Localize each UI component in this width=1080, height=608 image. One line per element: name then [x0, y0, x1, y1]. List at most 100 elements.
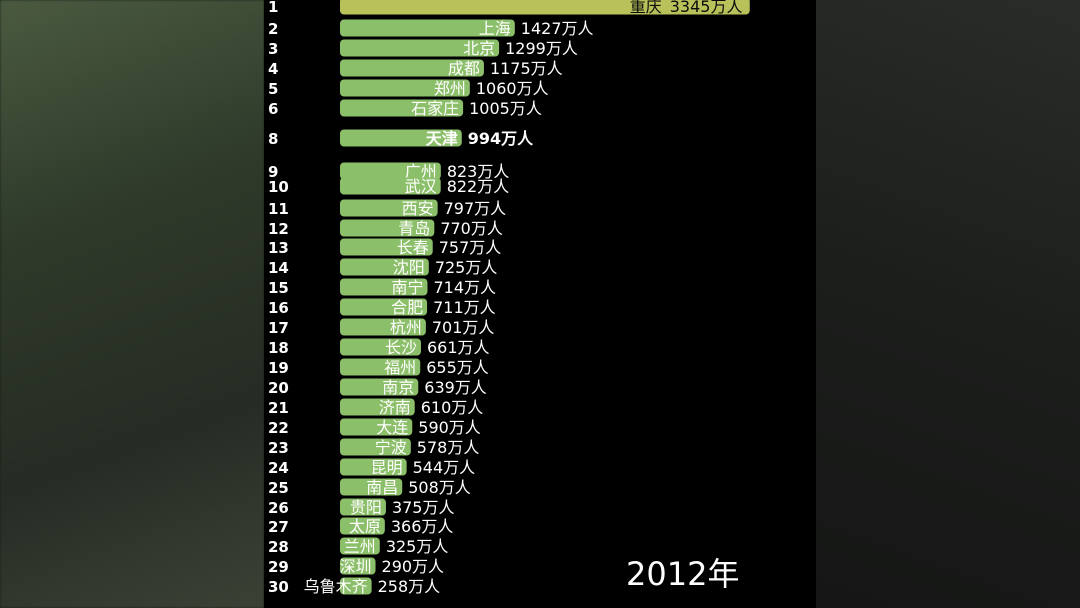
bar-23 — [340, 458, 407, 476]
rank-label: 8 — [268, 130, 278, 148]
city-label: 西安 — [402, 199, 434, 218]
value-label: 366万人 — [391, 517, 454, 536]
city-label: 北京 — [463, 39, 495, 58]
city-label: 南昌 — [366, 478, 398, 497]
rank-label: 30 — [268, 578, 289, 596]
value-label: 578万人 — [417, 438, 480, 457]
city-label: 济南 — [379, 398, 411, 417]
city-label: 大连 — [376, 418, 408, 437]
city-label: 天津 — [426, 129, 458, 148]
bar-28 — [340, 557, 376, 575]
city-label: 石家庄 — [411, 99, 459, 118]
city-label: 青岛 — [398, 219, 430, 238]
rank-label: 22 — [268, 419, 289, 437]
bar-8 — [340, 162, 441, 180]
rank-label: 5 — [268, 80, 278, 98]
bar-16 — [340, 318, 426, 336]
bar-12 — [340, 238, 433, 256]
value-label: 3345万人 — [670, 0, 743, 16]
rank-label: 24 — [268, 459, 289, 477]
rank-label: 28 — [268, 538, 289, 556]
year-label: 2012年 — [626, 555, 739, 593]
bar-4 — [340, 59, 484, 77]
value-label: 325万人 — [386, 537, 449, 556]
rank-label: 17 — [268, 319, 289, 337]
bar-29 — [340, 577, 372, 595]
rank-label: 9 — [268, 163, 278, 181]
value-label: 725万人 — [435, 258, 498, 277]
city-label: 南京 — [382, 378, 414, 397]
city-label: 福州 — [384, 358, 416, 377]
rank-label: 27 — [268, 518, 289, 536]
rank-label: 26 — [268, 499, 289, 517]
rank-label: 15 — [268, 279, 289, 297]
city-label: 广州 — [405, 162, 437, 181]
bar-chart-race: 1 重庆 3345万人 2 上海 1427万人 3 北京 1299万人 4 成都 1175万人 5 郑州 1… — [264, 0, 816, 608]
bar-7 — [340, 129, 462, 147]
blurred-background-right — [816, 0, 1080, 608]
bar-20 — [340, 398, 415, 416]
rank-label: 18 — [268, 339, 289, 357]
bar-21 — [340, 418, 413, 436]
value-label: 290万人 — [382, 557, 445, 576]
value-label: 757万人 — [439, 238, 502, 257]
value-label: 258万人 — [378, 577, 441, 596]
value-label: 375万人 — [392, 498, 455, 517]
bar-22 — [340, 438, 411, 456]
bar-1 — [340, 0, 750, 15]
city-label: 上海 — [479, 19, 511, 38]
value-label: 1060万人 — [476, 79, 549, 98]
city-label: 成都 — [448, 59, 480, 78]
value-label: 544万人 — [413, 458, 476, 477]
bar-25 — [340, 498, 386, 516]
value-label: 610万人 — [421, 398, 484, 417]
city-label: 合肥 — [391, 298, 423, 317]
value-label: 797万人 — [444, 199, 507, 218]
value-label: 508万人 — [408, 478, 471, 497]
city-label: 兰州 — [344, 537, 376, 556]
city-label: 长沙 — [385, 338, 417, 357]
city-label: 长春 — [397, 238, 429, 257]
bar-18 — [340, 358, 421, 376]
rank-label: 23 — [268, 439, 289, 457]
rank-label: 2 — [268, 20, 278, 38]
bar-26 — [340, 517, 385, 535]
city-label: 武汉 — [405, 177, 437, 196]
rank-label: 3 — [268, 40, 278, 58]
rank-label: 11 — [268, 200, 289, 218]
value-label: 711万人 — [433, 298, 496, 317]
rank-label: 10 — [268, 178, 289, 196]
rank-label: 19 — [268, 359, 289, 377]
value-label: 822万人 — [447, 177, 510, 196]
rank-label: 6 — [268, 100, 278, 118]
rank-label: 21 — [268, 399, 289, 417]
rank-label: 12 — [268, 220, 289, 238]
city-label: 贵阳 — [350, 498, 382, 517]
value-label: 714万人 — [433, 278, 496, 297]
rank-label: 20 — [268, 379, 289, 397]
blurred-background-left — [0, 0, 264, 608]
bar-6 — [340, 99, 464, 117]
value-label: 701万人 — [432, 318, 495, 337]
bar-5 — [340, 79, 470, 97]
rank-label: 1 — [268, 0, 278, 16]
rank-label: 16 — [268, 299, 289, 317]
bar-11 — [340, 219, 435, 237]
bar-17 — [340, 338, 421, 356]
bar-14 — [340, 278, 428, 296]
value-label: 1299万人 — [505, 39, 578, 58]
value-label: 661万人 — [427, 338, 490, 357]
city-label: 杭州 — [390, 318, 422, 337]
value-label: 1427万人 — [521, 19, 594, 38]
bar-19 — [340, 378, 419, 396]
city-label: 宁波 — [375, 438, 407, 457]
bar-27 — [340, 537, 380, 555]
value-label: 639万人 — [424, 378, 487, 397]
city-label: 深圳 — [340, 557, 372, 576]
city-label: 郑州 — [434, 79, 466, 98]
bar-15 — [340, 298, 428, 316]
city-label: 乌鲁木齐 — [304, 577, 368, 596]
bar-24 — [340, 478, 403, 496]
bar-13 — [340, 258, 429, 276]
